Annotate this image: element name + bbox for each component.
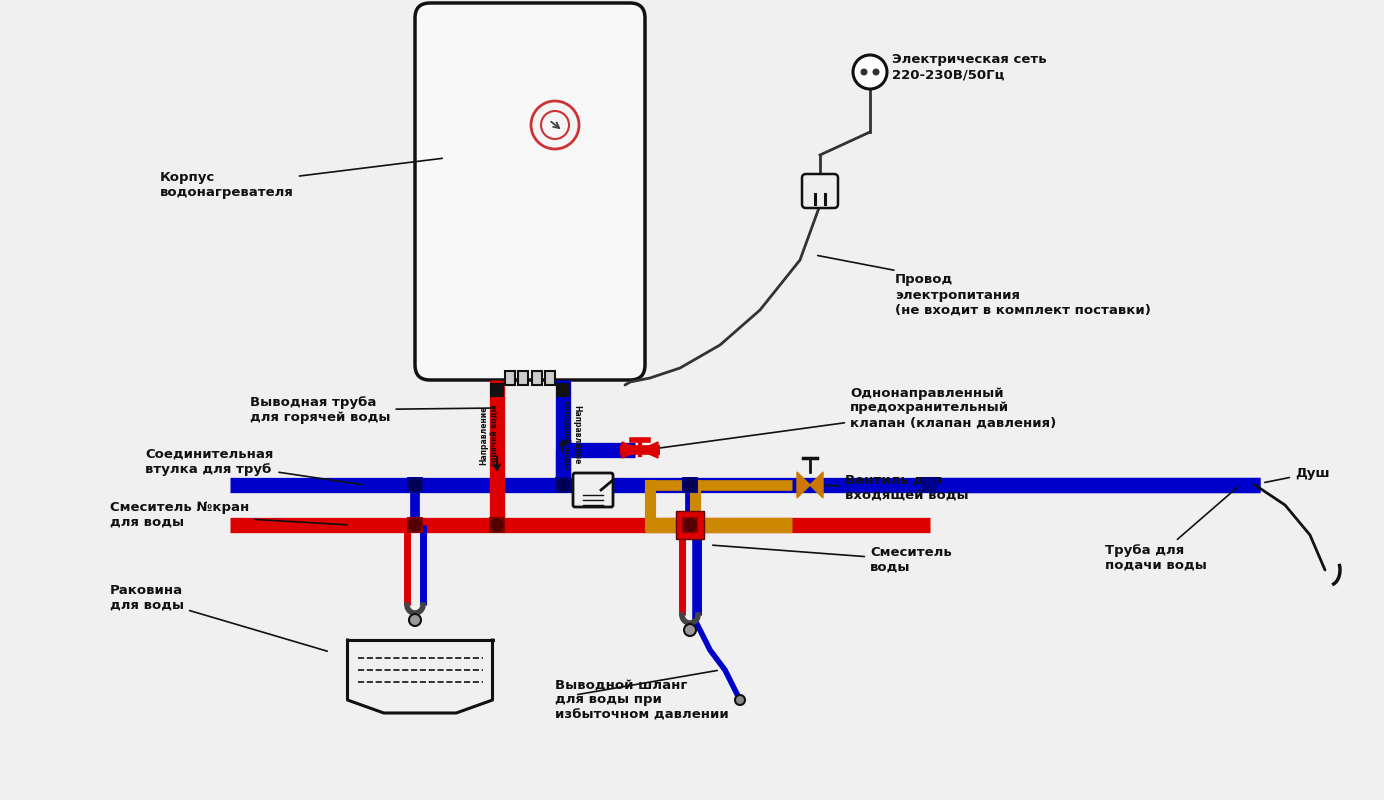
Circle shape	[408, 478, 422, 492]
Text: Направление
горячей воды: Направление горячей воды	[479, 404, 498, 466]
Text: Выводной шланг
для воды при
избыточном давлении: Выводной шланг для воды при избыточном д…	[555, 678, 729, 722]
Bar	[490, 383, 504, 397]
Bar	[545, 371, 555, 385]
Circle shape	[682, 478, 698, 492]
Text: Труба для
подачи воды: Труба для подачи воды	[1104, 487, 1237, 572]
Bar	[682, 477, 698, 493]
Bar	[407, 517, 424, 533]
Text: Вентиль для
входящей воды: Вентиль для входящей воды	[818, 474, 969, 502]
Circle shape	[861, 69, 868, 75]
Circle shape	[490, 518, 504, 532]
Wedge shape	[531, 101, 579, 149]
Bar	[556, 383, 570, 397]
Text: Однонаправленный
предохранительный
клапан (клапан давления): Однонаправленный предохранительный клапа…	[648, 386, 1056, 450]
Polygon shape	[639, 442, 657, 458]
Bar	[675, 511, 704, 539]
Text: Провод
электропитания
(не входит в комплект поставки): Провод электропитания (не входит в компл…	[818, 255, 1151, 317]
FancyBboxPatch shape	[415, 3, 645, 380]
Text: Смеситель
воды: Смеситель воды	[713, 546, 952, 574]
Text: Раковина
для воды: Раковина для воды	[109, 584, 328, 651]
Bar	[518, 371, 529, 385]
Text: Соединительная
втулка для труб: Соединительная втулка для труб	[145, 448, 363, 485]
FancyBboxPatch shape	[573, 473, 613, 507]
FancyBboxPatch shape	[801, 174, 837, 208]
Text: Смеситель №кран
для воды: Смеситель №кран для воды	[109, 501, 347, 529]
Circle shape	[853, 55, 887, 89]
Circle shape	[872, 69, 879, 75]
Bar	[531, 371, 543, 385]
Circle shape	[410, 614, 421, 626]
Text: Корпус
водонагревателя: Корпус водонагревателя	[161, 158, 443, 199]
Polygon shape	[621, 442, 639, 458]
Circle shape	[684, 624, 696, 636]
Polygon shape	[797, 472, 810, 498]
Text: Электрическая сеть
220-230В/50Гц: Электрическая сеть 220-230В/50Гц	[893, 53, 1046, 81]
Bar	[555, 477, 572, 493]
Circle shape	[408, 518, 422, 532]
Bar	[922, 477, 938, 493]
Text: Выводная труба
для горячей воды: Выводная труба для горячей воды	[251, 396, 494, 424]
Circle shape	[556, 478, 570, 492]
Text: Душ: Душ	[1265, 466, 1330, 482]
Circle shape	[735, 695, 745, 705]
Circle shape	[541, 111, 569, 139]
Bar	[407, 477, 424, 493]
Circle shape	[682, 518, 698, 532]
Bar	[682, 517, 698, 533]
Text: Направление
холодной воды: Направление холодной воды	[562, 400, 581, 470]
Bar	[489, 517, 505, 533]
Bar	[505, 371, 515, 385]
Polygon shape	[810, 472, 823, 498]
